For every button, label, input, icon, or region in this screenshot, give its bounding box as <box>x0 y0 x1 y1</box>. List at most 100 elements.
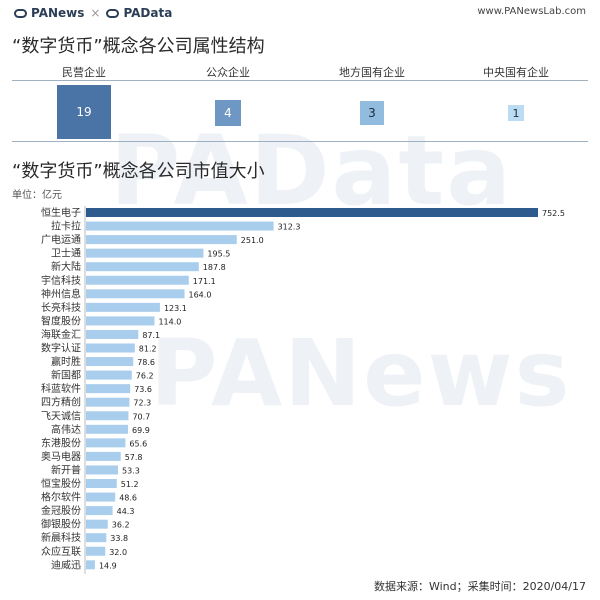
bar <box>86 451 121 461</box>
bar <box>86 519 108 529</box>
category-label: 新晨科技 <box>41 531 81 544</box>
value-label: 70.7 <box>132 412 150 421</box>
category-label: 奥马电器 <box>41 450 81 463</box>
category-label: 宇信科技 <box>41 274 81 287</box>
category-label: 数字认证 <box>41 342 81 355</box>
value-label: 51.2 <box>121 480 139 489</box>
bar <box>86 465 119 475</box>
site-url: www.PANewsLab.com <box>477 6 586 17</box>
category-label: 金冠股份 <box>41 504 81 517</box>
ownership-structure: 民营企业 19 公众企业 4 地方国有企业 3 中央国有企业 1 <box>12 58 588 142</box>
value-label: 48.6 <box>119 494 137 503</box>
value-label: 78.6 <box>137 358 155 367</box>
bar <box>86 397 130 407</box>
bar <box>86 411 129 421</box>
bar <box>86 208 538 217</box>
header-divider <box>12 80 588 81</box>
bar <box>86 302 160 312</box>
bar <box>86 546 106 556</box>
bar <box>86 533 107 543</box>
data-source-footer: 数据来源：Wind；采集时间：2020/04/17 <box>373 580 586 593</box>
ownership-count-box: 19 <box>57 85 111 139</box>
category-label: 广电运通 <box>41 233 81 246</box>
bar <box>86 316 155 326</box>
value-label: 195.5 <box>207 250 230 259</box>
category-label: 飞天诚信 <box>41 410 81 422</box>
ownership-public: 公众企业 4 <box>156 58 300 142</box>
bottom-divider <box>12 141 588 142</box>
ownership-label: 公众企业 <box>206 66 250 79</box>
padata-logo-icon <box>106 8 120 18</box>
ownership-title: “数字货币”概念各公司属性结构 <box>12 36 265 57</box>
value-label: 752.5 <box>542 209 565 218</box>
bar <box>86 235 237 245</box>
category-label: 新大陆 <box>51 260 81 273</box>
value-label: 171.1 <box>193 277 216 286</box>
brand-left: PANews <box>31 6 85 20</box>
ownership-label: 地方国有企业 <box>339 66 405 79</box>
bar <box>86 560 95 570</box>
bar <box>86 357 134 367</box>
value-label: 114.0 <box>158 317 181 326</box>
bar <box>86 275 189 285</box>
brand-right: PAData <box>123 6 173 20</box>
unit-label: 单位：亿元 <box>12 190 62 201</box>
market-cap-bar-chart: 恒生电子 752.5 拉卡拉 312.3 广电运通 251.0 卫士通 195.5 新大陆 187… <box>41 206 565 574</box>
category-label: 恒生电子 <box>41 206 81 219</box>
value-label: 312.3 <box>278 223 301 232</box>
value-label: 32.0 <box>109 548 127 557</box>
category-label: 众应互联 <box>41 545 81 558</box>
category-label: 高伟达 <box>51 423 81 436</box>
bar <box>86 289 185 299</box>
ownership-count-box: 3 <box>360 101 384 125</box>
category-label: 海联金汇 <box>41 328 81 341</box>
panews-logo-icon <box>14 8 27 18</box>
value-label: 81.2 <box>139 345 157 354</box>
category-label: 格尔软件 <box>41 491 81 504</box>
category-label: 东港股份 <box>41 436 81 449</box>
value-label: 87.1 <box>142 331 160 340</box>
category-label: 拉卡拉 <box>51 220 81 233</box>
brand-logo: PANews × PAData <box>14 6 172 20</box>
market-cap-title: “数字货币”概念各公司市值大小 <box>12 161 265 182</box>
value-label: 251.0 <box>241 236 264 245</box>
bar <box>86 370 132 380</box>
bar <box>86 424 128 434</box>
value-label: 65.6 <box>129 439 147 448</box>
ownership-label: 中央国有企业 <box>483 66 549 79</box>
bar <box>86 492 116 502</box>
ownership-private: 民营企业 19 <box>12 58 156 142</box>
category-label: 赢时胜 <box>51 355 81 368</box>
category-label: 智度股份 <box>41 314 81 327</box>
category-label: 新开普 <box>51 463 81 476</box>
value-label: 187.8 <box>203 263 226 272</box>
category-label: 迪威迅 <box>51 558 81 571</box>
value-label: 164.0 <box>189 290 212 299</box>
bar <box>86 329 139 339</box>
value-label: 72.3 <box>133 399 151 408</box>
value-label: 123.1 <box>164 304 187 313</box>
category-label: 科蓝软件 <box>41 382 81 395</box>
category-label: 御银股份 <box>41 518 81 531</box>
value-label: 57.8 <box>125 453 143 462</box>
value-label: 14.9 <box>99 561 117 570</box>
value-label: 53.3 <box>122 466 140 475</box>
brand-separator-icon: × <box>90 6 101 20</box>
bar <box>86 248 204 258</box>
value-label: 36.2 <box>112 521 130 530</box>
value-label: 73.6 <box>134 385 152 394</box>
value-label: 33.8 <box>110 534 128 543</box>
bar <box>86 506 113 516</box>
value-label: 44.3 <box>117 507 135 516</box>
ownership-label: 民营企业 <box>62 66 106 79</box>
category-label: 卫士通 <box>51 247 81 260</box>
category-label: 神州信息 <box>41 287 81 300</box>
ownership-count-box: 1 <box>508 105 524 121</box>
category-label: 新国都 <box>51 369 81 382</box>
bar <box>86 384 131 394</box>
value-label: 69.9 <box>132 426 150 435</box>
category-label: 恒宝股份 <box>41 477 81 490</box>
bar <box>86 262 199 272</box>
bar <box>86 479 117 488</box>
ownership-count-box: 4 <box>215 100 241 126</box>
